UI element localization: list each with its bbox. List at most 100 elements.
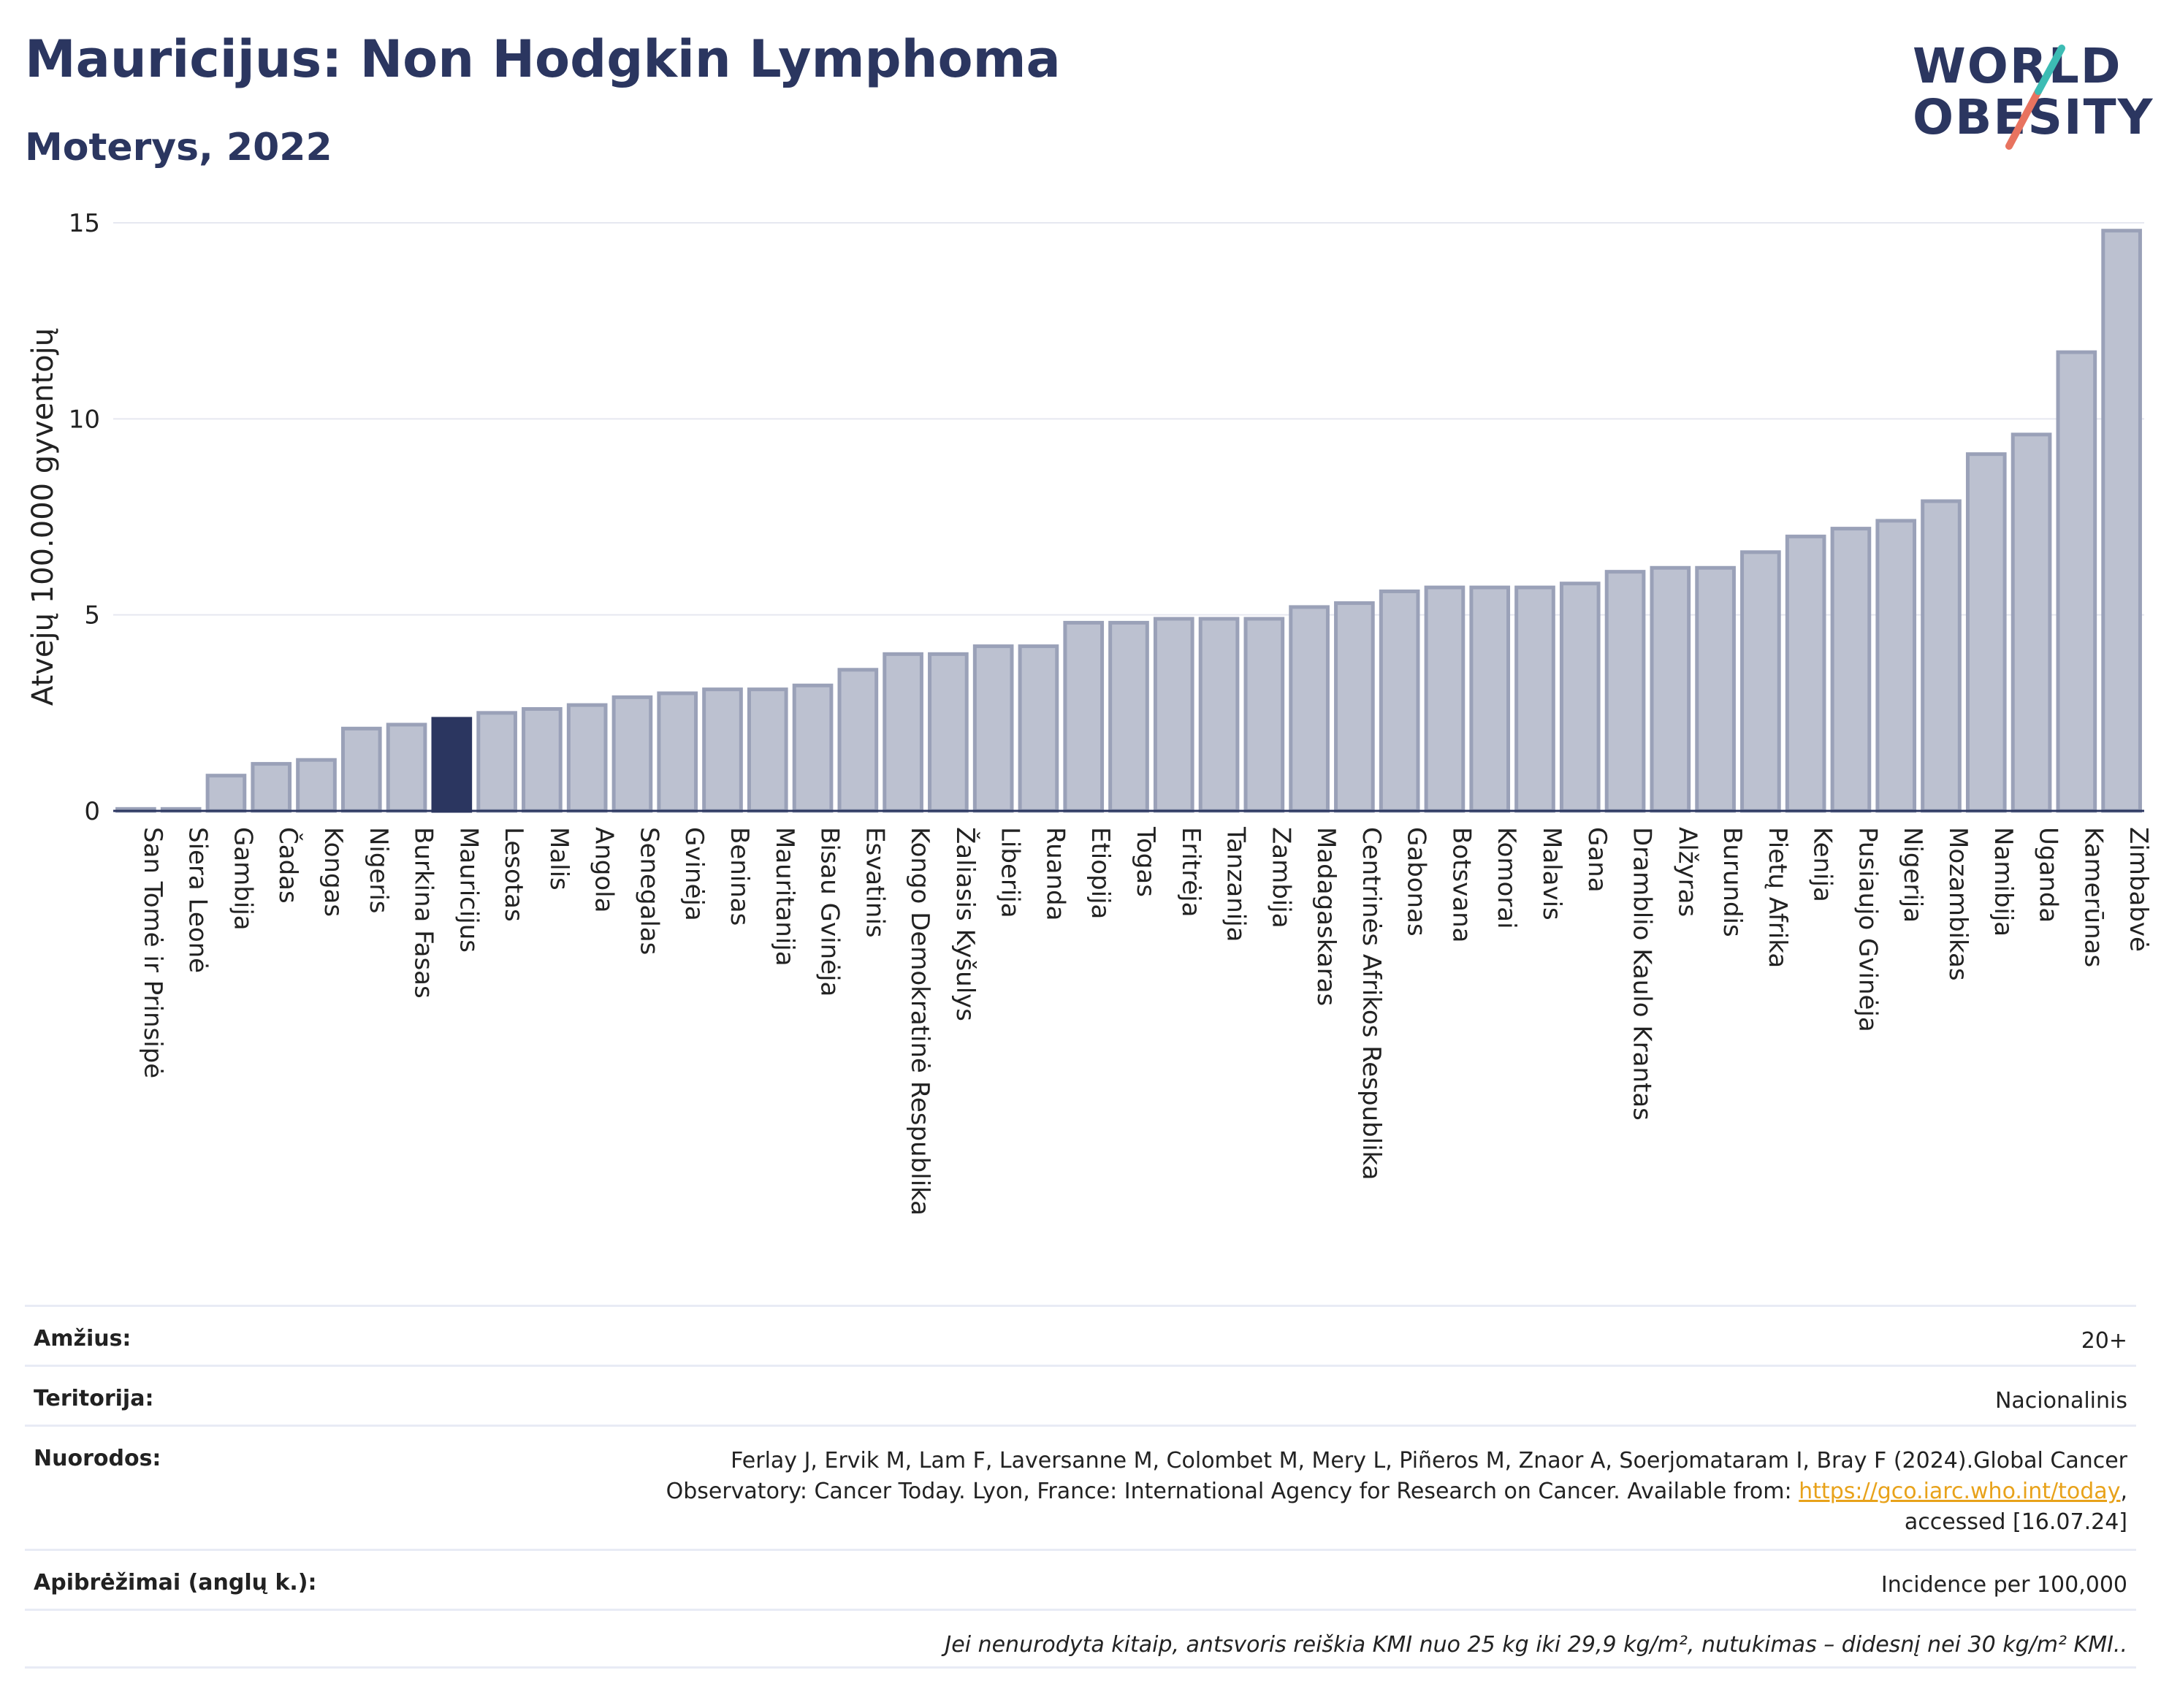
chart-bars — [115, 229, 2142, 813]
bar — [340, 726, 382, 813]
x-tick-label: Mauritanija — [770, 827, 799, 967]
info-row-age: Amžius: 20+ — [25, 1305, 2136, 1365]
definitions-value: Incidence per 100,000 — [1880, 1572, 2127, 1598]
bar — [1063, 620, 1105, 813]
x-tick-label: Madagaskaras — [1311, 827, 1341, 1006]
y-tick-label: 5 — [84, 601, 100, 630]
bar — [2101, 229, 2142, 813]
x-tick-label: Dramblio Kaulo Krantas — [1628, 827, 1657, 1121]
x-tick-label: Burkina Fasas — [409, 827, 438, 999]
x-tick-label: Etiopija — [1086, 827, 1115, 919]
x-tick-label: Žaliasis Kyšulys — [950, 827, 980, 1021]
info-table: Amžius: 20+ Teritorija: Nacionalinis Nuo… — [25, 1305, 2136, 1669]
references-text-1: Ferlay J, Ervik M, Lam F, Laversanne M, … — [731, 1448, 2127, 1473]
x-tick-label: Senegalas — [634, 827, 663, 955]
x-tick-label: Esvatinis — [860, 827, 889, 938]
age-value: 20+ — [2081, 1328, 2127, 1354]
bar — [657, 691, 698, 813]
bar — [1379, 589, 1420, 813]
bar — [1469, 585, 1511, 813]
bar — [792, 683, 834, 813]
bar — [1243, 617, 1285, 813]
chart-axes: 0 5 10 15 San Tomė ir Prinsipė Siera Leonė Gam… — [69, 209, 2153, 1216]
bar — [1785, 534, 1826, 813]
bar — [883, 652, 923, 813]
y-axis-label: Atvejų 100.000 gyventojų — [26, 328, 60, 706]
logo-slash-icon — [2005, 45, 2065, 150]
bar — [1965, 452, 2007, 813]
x-tick-label: Gambija — [228, 827, 257, 931]
x-tick-label: Mozambikas — [1943, 827, 1973, 981]
bar — [611, 695, 653, 813]
y-tick-label: 10 — [69, 405, 100, 434]
bar — [747, 687, 788, 813]
bar — [296, 758, 337, 813]
bar — [2056, 350, 2097, 813]
bar — [566, 703, 608, 813]
info-row-territory: Teritorija: Nacionalinis — [25, 1365, 2136, 1425]
territory-value: Nacionalinis — [1994, 1388, 2127, 1414]
x-tick-label: Kongas — [319, 827, 348, 917]
page-title: Mauricijus: Non Hodgkin Lymphoma — [25, 29, 1061, 89]
x-tick-label: Kamerūnas — [2078, 827, 2108, 967]
bar — [1108, 620, 1149, 813]
x-tick-label: Zambija — [1266, 827, 1295, 929]
x-tick-label: Liberija — [996, 827, 1025, 918]
bar — [476, 711, 517, 813]
territory-label: Teritorija: — [34, 1386, 154, 1411]
bar — [928, 652, 969, 813]
x-tick-label: Burundis — [1718, 827, 1747, 937]
x-tick-label: Malis — [544, 827, 573, 891]
age-label: Amžius: — [34, 1326, 132, 1351]
x-tick-label: Pusiaujo Gvinėja — [1853, 827, 1882, 1032]
x-tick-label: Tanzanija — [1221, 826, 1251, 942]
bar — [1289, 605, 1330, 813]
y-tick-label: 0 — [84, 797, 100, 826]
bar — [1604, 570, 1646, 813]
bar — [972, 644, 1014, 813]
bar — [702, 687, 743, 813]
x-tick-label: Kongo Demokratinė Respublika — [905, 827, 934, 1216]
bar — [1018, 644, 1059, 813]
x-tick-label: Alžyras — [1672, 827, 1701, 917]
x-tick-label: Centrinės Afrikos Respublika — [1357, 827, 1386, 1180]
x-tick-label: San Tomė ir Prinsipė — [138, 827, 167, 1078]
page-subtitle: Moterys, 2022 — [25, 126, 332, 169]
bar — [1830, 527, 1872, 813]
bar — [386, 723, 427, 813]
x-tick-label: Eritrėja — [1176, 827, 1205, 917]
references-text-4: accessed [16.07.24] — [1904, 1509, 2127, 1535]
x-tick-label: Angola — [590, 827, 619, 912]
bar — [1921, 499, 1962, 813]
x-tick-label: Ruanda — [1040, 827, 1070, 920]
info-row-references: Nuorodos: Ferlay J, Ervik M, Lam F, Lave… — [25, 1425, 2136, 1549]
bar-chart: 0 5 10 15 San Tomė ir Prinsipė Siera Leonė Gam… — [26, 209, 2153, 1216]
references-text-3: , — [2120, 1479, 2127, 1504]
world-obesity-logo: WORLD OBESITY — [1899, 22, 2152, 153]
bar — [1559, 582, 1601, 813]
bar — [1695, 565, 1736, 813]
y-tick-label: 15 — [69, 209, 100, 238]
bar — [251, 762, 292, 813]
bar — [1153, 617, 1194, 813]
references-text-2: Observatory: Cancer Today. Lyon, France:… — [666, 1479, 1799, 1504]
x-tick-label: Malavis — [1537, 827, 1566, 920]
references-label: Nuorodos: — [34, 1446, 161, 1471]
x-tick-label: Zimbabvė — [2124, 827, 2153, 952]
x-tick-label: Lesotas — [499, 827, 528, 922]
x-tick-label: Komorai — [1492, 827, 1521, 929]
x-tick-label: Bisau Gvinėja — [815, 827, 845, 996]
bar — [2011, 432, 2052, 813]
references-link[interactable]: https://gco.iarc.who.int/today — [1799, 1479, 2121, 1504]
bar — [1424, 585, 1466, 813]
bar — [1514, 585, 1555, 813]
definition-note: Jei nenurodyta kitaip, antsvoris reiškia… — [945, 1632, 2127, 1658]
bar — [205, 774, 247, 813]
bar — [1198, 617, 1240, 813]
x-tick-label: Čadas — [273, 827, 303, 904]
x-tick-label: Mauricijus — [454, 827, 483, 953]
x-tick-label: Botsvana — [1447, 827, 1476, 943]
info-row-definitions: Apibrėžimai (anglų k.): Incidence per 10… — [25, 1549, 2136, 1609]
bar — [1334, 601, 1375, 813]
x-tick-label: Togas — [1131, 826, 1160, 897]
